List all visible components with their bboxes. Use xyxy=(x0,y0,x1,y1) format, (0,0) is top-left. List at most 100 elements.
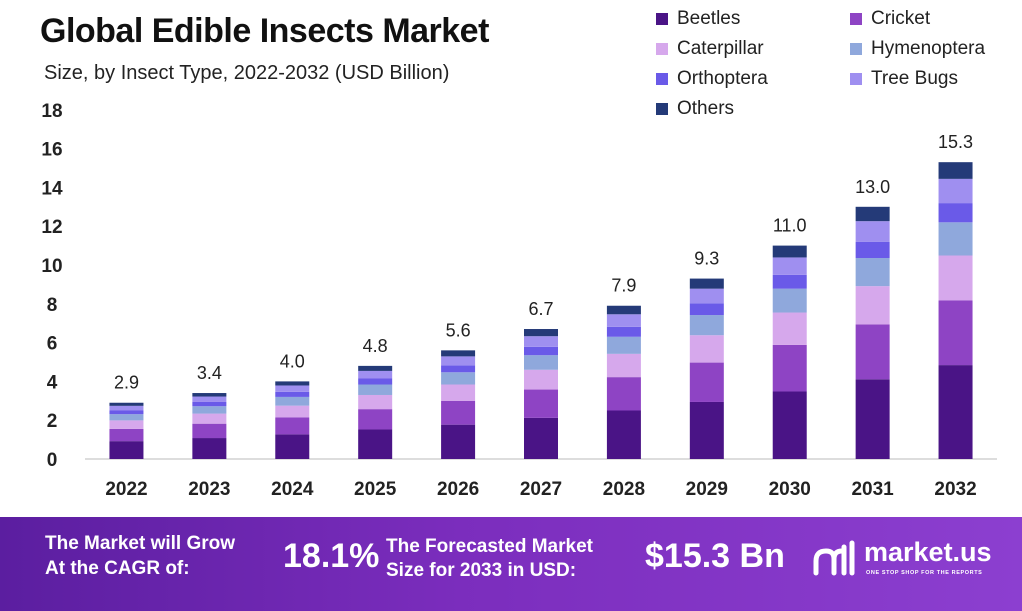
bar-segment-caterpillar xyxy=(524,369,558,390)
x-tick-label: 2031 xyxy=(851,479,894,500)
bar-segment-caterpillar xyxy=(192,413,227,424)
bar-segment-orthoptera xyxy=(772,274,807,289)
stacked-bar-chart: 0 2 4 6 8 10 12 14 16 18 2.9 2022 3.4 2023 4.0 2024 4.8 2… xyxy=(41,101,997,500)
bar-segment-others xyxy=(855,206,890,222)
bar-total-label: 15.3 xyxy=(938,132,973,152)
legend-swatch xyxy=(656,13,668,25)
bar-segment-orthoptera xyxy=(275,391,310,397)
legend-swatch xyxy=(656,43,668,55)
bar-segment-orthoptera xyxy=(938,203,973,223)
bar-total-label: 7.9 xyxy=(611,276,636,296)
legend-item: Orthoptera xyxy=(656,68,768,90)
bar-total-label: 4.8 xyxy=(363,336,388,356)
bar-segment-beetles xyxy=(275,434,310,459)
bar-segment-orthoptera xyxy=(441,365,476,373)
bar-segment-orthoptera xyxy=(358,378,393,385)
chart-legend: Beetles Cricket Caterpillar Hymenoptera Orth… xyxy=(656,8,1022,128)
legend-label: Hymenoptera xyxy=(871,38,986,59)
bar-segment-cricket xyxy=(524,389,558,418)
chart-title: Global Edible Insects Market xyxy=(40,12,489,50)
bar-segment-cricket xyxy=(358,409,393,430)
legend-item: Others xyxy=(656,98,734,120)
bar-segment-beetles xyxy=(938,365,973,459)
legend-item: Tree Bugs xyxy=(850,68,958,90)
bar-total-label: 2.9 xyxy=(114,373,139,393)
bar-segment-tree-bugs xyxy=(606,314,641,327)
bar-total-label: 11.0 xyxy=(773,216,807,236)
forecast-label-line2: Size for 2033 in USD: xyxy=(386,560,577,581)
bar-segment-hymenoptera xyxy=(109,414,144,421)
chart-subtitle: Size, by Insect Type, 2022-2032 (USD Bil… xyxy=(44,62,450,84)
forecast-value: $15.3 Bn xyxy=(645,537,785,575)
legend-swatch xyxy=(850,73,862,85)
bar-segment-cricket xyxy=(689,362,724,402)
legend-item: Hymenoptera xyxy=(850,38,985,60)
bar-total-label: 6.7 xyxy=(528,299,553,319)
bar-segment-cricket xyxy=(192,423,227,439)
y-tick-label: 6 xyxy=(47,334,58,355)
bar-segment-tree-bugs xyxy=(938,178,973,204)
bar-segment-tree-bugs xyxy=(358,370,393,379)
y-tick-label: 4 xyxy=(47,372,58,393)
x-tick-label: 2025 xyxy=(354,479,397,500)
bar-segment-hymenoptera xyxy=(441,372,476,385)
bar-segment-cricket xyxy=(606,377,641,411)
x-tick-label: 2024 xyxy=(271,479,314,500)
y-tick-label: 10 xyxy=(41,256,62,277)
y-tick-label: 8 xyxy=(47,295,58,316)
y-tick-label: 0 xyxy=(47,450,58,471)
cagr-label-line1: The Market will Grow xyxy=(45,533,236,554)
legend-swatch xyxy=(656,73,668,85)
legend-swatch xyxy=(850,43,862,55)
bar-segment-caterpillar xyxy=(275,405,310,418)
bar-segment-orthoptera xyxy=(109,410,144,415)
legend-item: Cricket xyxy=(850,8,930,30)
bar-segment-cricket xyxy=(275,417,310,435)
bar-total-label: 3.4 xyxy=(197,363,222,383)
bar-segment-orthoptera xyxy=(689,303,724,316)
cagr-value: 18.1% xyxy=(283,537,380,575)
cagr-label-line2: At the CAGR of: xyxy=(45,558,190,579)
y-tick-label: 16 xyxy=(41,140,62,161)
x-tick-label: 2026 xyxy=(437,479,479,500)
bar-segment-orthoptera xyxy=(855,241,890,259)
bar-segment-caterpillar xyxy=(441,384,476,401)
legend-label: Tree Bugs xyxy=(871,68,958,89)
bar-segment-caterpillar xyxy=(689,335,724,363)
bar-segment-hymenoptera xyxy=(938,222,973,256)
bar-segment-orthoptera xyxy=(606,326,641,337)
brand-tagline: ONE STOP SHOP FOR THE REPORTS xyxy=(866,570,983,576)
bar-segment-tree-bugs xyxy=(192,396,227,402)
bar-segment-orthoptera xyxy=(192,401,227,407)
legend-item: Caterpillar xyxy=(656,38,764,60)
bar-segment-cricket xyxy=(938,300,973,366)
summary-banner: The Market will Grow At the CAGR of: 18.… xyxy=(0,517,1022,611)
bar-segment-hymenoptera xyxy=(606,336,641,354)
bar-segment-beetles xyxy=(524,417,558,459)
x-tick-label: 2022 xyxy=(105,479,147,500)
bar-segment-others xyxy=(606,305,641,315)
legend-swatch xyxy=(656,103,668,115)
bar-total-label: 5.6 xyxy=(446,320,471,340)
bar-segment-beetles xyxy=(772,391,807,459)
x-tick-label: 2027 xyxy=(520,479,562,500)
bar-segment-hymenoptera xyxy=(855,258,890,287)
market-us-logo-icon xyxy=(813,540,855,576)
bar-segment-others xyxy=(689,278,724,289)
bar-segment-hymenoptera xyxy=(192,406,227,414)
bar-segment-others xyxy=(275,381,310,386)
bar-segment-caterpillar xyxy=(855,286,890,325)
bar-segment-beetles xyxy=(606,410,641,459)
x-tick-label: 2023 xyxy=(188,479,230,500)
bar-segment-others xyxy=(772,245,807,258)
bar-total-label: 4.0 xyxy=(280,351,305,371)
bar-segment-caterpillar xyxy=(358,394,393,410)
bar-segment-tree-bugs xyxy=(441,356,476,366)
bar-segment-orthoptera xyxy=(524,346,558,356)
forecast-label-line1: The Forecasted Market xyxy=(386,536,593,557)
bar-segment-others xyxy=(938,162,973,179)
y-tick-label: 18 xyxy=(41,101,62,122)
bar-segment-beetles xyxy=(441,424,476,459)
bar-segment-beetles xyxy=(358,429,393,459)
